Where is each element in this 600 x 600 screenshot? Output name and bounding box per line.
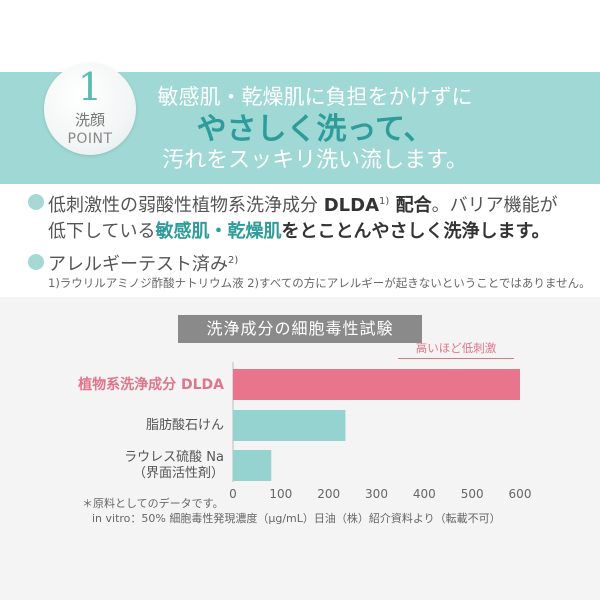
- bullet-dot-icon: [28, 194, 44, 210]
- bullet-1-text-c: 。バリア機能が: [431, 195, 558, 216]
- bullet-1-text-b: 配合: [389, 195, 432, 216]
- bullet-1-line2-c: をとことんやさしく洗浄します。: [281, 221, 550, 242]
- chart-panel: [0, 297, 600, 600]
- dlda-footnote-mark: 1): [379, 196, 390, 207]
- bullet-1-text-a: 低刺激性の弱酸性植物系洗浄成分: [48, 195, 324, 216]
- headline-line-3: 汚れをスッキリ洗い流します。: [162, 148, 468, 173]
- headline-line-1: 敏感肌・乾燥肌に負担をかけずに: [157, 85, 473, 109]
- bullet-2-text: アレルギーテスト済み: [48, 254, 228, 275]
- bullet-2: アレルギーテスト済み2): [48, 249, 238, 277]
- bullet-1: 低刺激性の弱酸性植物系洗浄成分 DLDA1) 配合。バリア機能が 低下している敏…: [48, 189, 588, 245]
- bullet-1-line2-a: 低下している: [48, 221, 156, 242]
- dlda-label: DLDA: [323, 195, 380, 216]
- bullet-1-line2-b: 敏感肌・乾燥肌: [155, 221, 282, 242]
- chart-title: 洗浄成分の細胞毒性試験: [178, 315, 422, 343]
- annotation-underline: [398, 358, 514, 359]
- category-label: ラウレス硫酸 Na （界面活性剤）: [124, 449, 224, 481]
- badge-point-label: POINT: [67, 131, 113, 147]
- chart-annotation: 高いほど低刺激: [415, 341, 497, 355]
- footer-source: in vitro：50% 細胞毒性発現濃度（μg/mL）日油（株）紹介資料より（…: [92, 512, 501, 525]
- headline-line-2: やさしく洗って、: [196, 112, 434, 147]
- bullet-2-footnote-mark: 2): [228, 255, 239, 266]
- category-label: 植物系洗浄成分 DLDA: [78, 376, 224, 393]
- bullet-dot-icon: [28, 254, 44, 270]
- badge-word: 洗顔: [74, 111, 105, 129]
- footnotes: 1)ラウリルアミノジ酢酸ナトリウム液 2)すべての方にアレルギーが起きないという…: [48, 276, 591, 290]
- category-label: 脂肪酸石けん: [145, 417, 224, 433]
- point-badge: 1 洗顔 POINT: [44, 63, 136, 155]
- footer-note: ＊原料としてのデータです。: [82, 497, 224, 510]
- badge-number: 1: [77, 65, 103, 109]
